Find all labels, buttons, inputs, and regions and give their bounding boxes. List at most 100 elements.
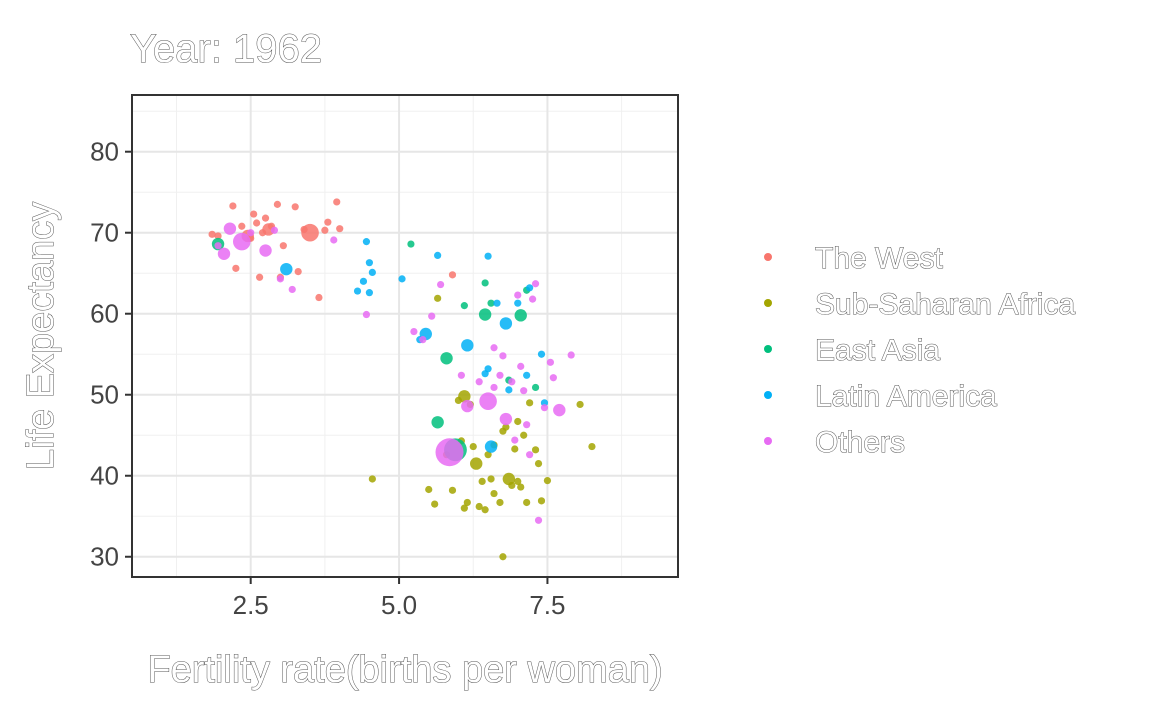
point-sub-saharan-africa-32 <box>523 498 531 507</box>
point-others-6 <box>270 226 279 234</box>
point-the-west-17 <box>291 203 299 211</box>
point-others-23 <box>499 352 507 360</box>
point-sub-saharan-africa-29 <box>514 477 522 486</box>
point-others-1 <box>217 247 231 260</box>
point-others-28 <box>520 387 528 395</box>
point-the-west-25 <box>336 225 344 233</box>
point-the-west-9 <box>255 273 264 281</box>
point-sub-saharan-africa-38 <box>576 400 584 409</box>
point-others-32 <box>531 280 540 288</box>
point-others-24 <box>499 412 513 426</box>
data-points <box>208 198 596 561</box>
plot-panel-border <box>131 94 679 578</box>
point-the-west-21 <box>315 293 323 302</box>
point-sub-saharan-africa-2 <box>431 500 439 508</box>
point-east-asia-3 <box>440 352 453 365</box>
point-others-19 <box>479 392 497 411</box>
point-others-15 <box>435 438 464 467</box>
point-others-9 <box>330 236 338 244</box>
point-latin-america-18 <box>505 386 513 394</box>
point-latin-america-1 <box>353 287 362 295</box>
plot-panel-background <box>132 95 678 577</box>
point-latin-america-10 <box>434 251 442 259</box>
point-others-21 <box>490 344 498 352</box>
point-others-17 <box>461 399 474 413</box>
point-others-8 <box>288 285 296 294</box>
point-others-34 <box>540 404 549 412</box>
point-latin-america-15 <box>484 440 498 453</box>
point-the-west-0 <box>208 230 216 238</box>
point-others-2 <box>223 222 237 235</box>
x-axis-label: Fertility rate(births per woman) <box>147 649 662 691</box>
point-latin-america-13 <box>484 252 492 260</box>
point-sub-saharan-africa-18 <box>487 475 495 483</box>
point-sub-saharan-africa-13 <box>470 457 483 470</box>
point-sub-saharan-africa-8 <box>458 390 471 403</box>
point-east-asia-6 <box>478 308 492 321</box>
point-sub-saharan-africa-21 <box>496 498 504 507</box>
point-others-12 <box>419 336 427 344</box>
point-latin-america-4 <box>365 289 373 297</box>
point-the-west-14 <box>273 200 282 208</box>
point-east-asia-5 <box>460 302 468 310</box>
point-sub-saharan-africa-35 <box>534 459 543 468</box>
point-latin-america-7 <box>398 275 406 283</box>
x-tick-label-0: 2.5 <box>233 590 269 620</box>
point-the-west-20 <box>301 223 319 242</box>
point-latin-america-2 <box>359 277 368 285</box>
y-tick-label-4: 70 <box>90 218 119 248</box>
point-others-37 <box>553 403 566 417</box>
grid-lines <box>132 95 678 577</box>
y-tick-label-3: 60 <box>90 299 119 329</box>
point-latin-america-5 <box>365 259 373 267</box>
point-latin-america-14 <box>484 365 492 373</box>
point-the-west-4 <box>238 222 246 230</box>
x-tick-label-2: 7.5 <box>529 590 565 620</box>
legend-key-4 <box>764 437 772 445</box>
x-axis: 2.5 5.0 7.5 <box>233 577 566 620</box>
legend-label-0: The West <box>815 242 943 275</box>
point-others-25 <box>508 378 516 386</box>
point-the-west-16 <box>279 242 287 250</box>
point-sub-saharan-africa-36 <box>537 497 546 505</box>
point-latin-america-19 <box>514 299 522 307</box>
legend-key-1 <box>764 299 772 307</box>
point-sub-saharan-africa-3 <box>434 294 442 302</box>
point-latin-america-16 <box>493 299 501 307</box>
x-tick-label-1: 5.0 <box>381 590 417 620</box>
point-others-33 <box>534 516 543 524</box>
y-axis-label: Life Expectancy <box>20 202 62 470</box>
chart-title: Year: 1962 <box>130 27 322 71</box>
legend-key-3 <box>764 391 772 399</box>
y-axis: 30 40 50 60 70 80 <box>90 137 132 572</box>
point-sub-saharan-africa-14 <box>475 502 483 511</box>
point-the-west-3 <box>232 264 240 272</box>
point-sub-saharan-africa-15 <box>478 477 486 486</box>
point-others-5 <box>259 244 272 257</box>
point-others-22 <box>496 371 504 379</box>
legend-label-1: Sub-Saharan Africa <box>815 288 1075 321</box>
point-latin-america-20 <box>523 371 531 379</box>
point-others-31 <box>528 295 537 303</box>
point-latin-america-11 <box>461 339 474 352</box>
point-the-west-24 <box>333 198 341 206</box>
point-latin-america-17 <box>499 317 513 330</box>
point-sub-saharan-africa-0 <box>368 475 376 483</box>
point-the-west-23 <box>324 218 332 226</box>
point-others-38 <box>567 351 575 359</box>
point-others-3 <box>232 232 251 251</box>
point-others-20 <box>490 383 498 392</box>
point-sub-saharan-africa-33 <box>526 399 534 407</box>
point-others-36 <box>549 374 557 382</box>
point-latin-america-21 <box>526 284 534 292</box>
point-the-west-1 <box>214 232 222 240</box>
y-tick-label-0: 30 <box>90 542 119 572</box>
point-sub-saharan-africa-10 <box>463 498 471 507</box>
point-sub-saharan-africa-23 <box>499 553 507 561</box>
point-others-10 <box>362 310 371 319</box>
point-the-west-18 <box>294 267 302 276</box>
point-others-11 <box>410 327 418 336</box>
y-tick-label-5: 80 <box>90 137 119 167</box>
point-sub-saharan-africa-5 <box>448 486 457 494</box>
